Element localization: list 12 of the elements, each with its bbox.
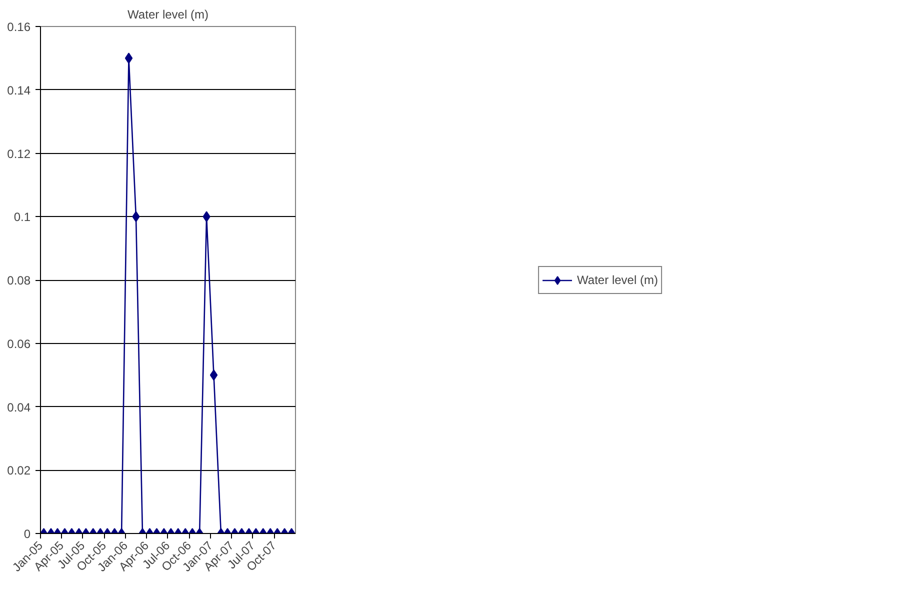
y-tick-label: 0.02 — [7, 464, 31, 478]
y-tick-label: 0.16 — [7, 20, 31, 34]
chart-title: Water level (m) — [128, 8, 208, 22]
y-tick-label: 0.12 — [7, 146, 31, 161]
y-tick-label: 0.08 — [7, 274, 31, 288]
y-tick-label: 0.06 — [7, 336, 31, 351]
y-tick-label: 0.14 — [7, 83, 31, 98]
y-tick-label: 0 — [24, 527, 31, 541]
point — [124, 52, 133, 64]
y-tick-label: 0.04 — [7, 400, 31, 414]
legend-label: Water level (m) — [577, 272, 658, 286]
y-tick-label: 0.1 — [14, 210, 31, 224]
